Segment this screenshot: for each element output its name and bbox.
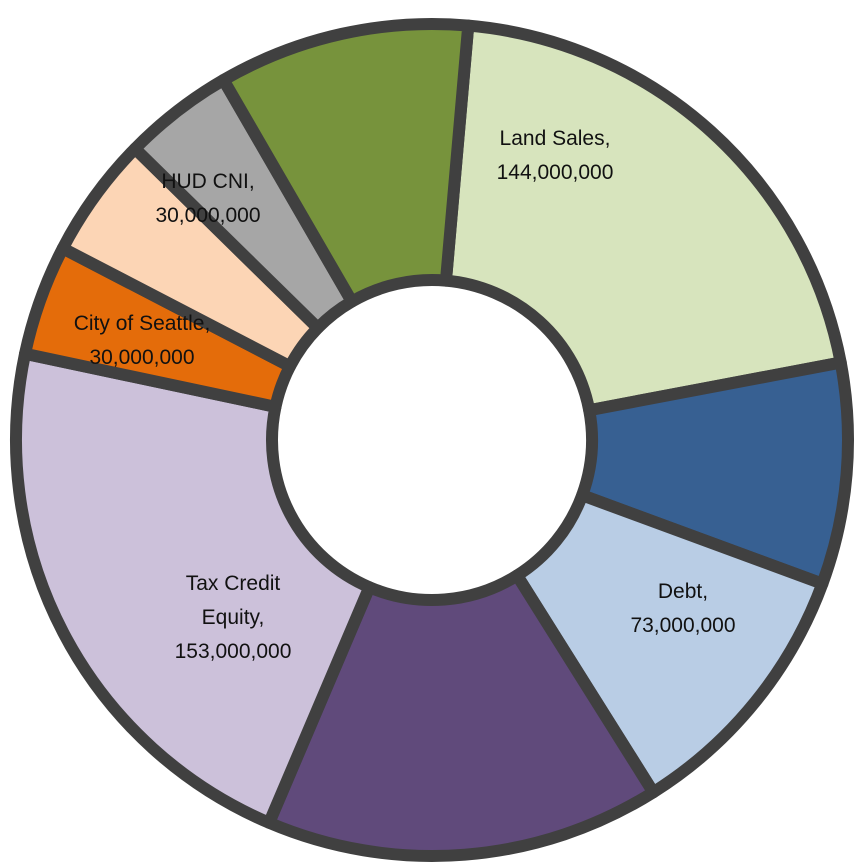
data-label: Land Sales, 144,000,000	[497, 127, 614, 184]
category-label: Land Sales,	[500, 127, 611, 150]
value-label: 73,000,000	[630, 614, 735, 637]
data-label: Debt, 73,000,000	[630, 580, 735, 637]
value-label: 30,000,000	[155, 204, 260, 227]
donut-slice	[439, 19, 847, 417]
donut-slice	[263, 569, 660, 862]
category-label: HUD CNI,	[161, 170, 254, 193]
value-label: 144,000,000	[497, 161, 614, 184]
category-label: City of Seattle,	[74, 312, 211, 335]
donut-slice	[576, 356, 854, 590]
data-label: Tax Credit Equity, 153,000,000	[175, 572, 292, 663]
donut-slice	[217, 18, 475, 308]
data-label: HUD CNI, 30,000,000	[155, 170, 260, 227]
category-label: Tax Credit Equity,	[186, 572, 281, 629]
value-label: 153,000,000	[175, 640, 292, 663]
value-label: 30,000,000	[89, 346, 194, 369]
donut-slice	[10, 347, 376, 829]
category-label: Debt,	[658, 580, 708, 603]
data-label: City of Seattle, 30,000,000	[74, 312, 211, 369]
donut-slice	[511, 489, 829, 799]
